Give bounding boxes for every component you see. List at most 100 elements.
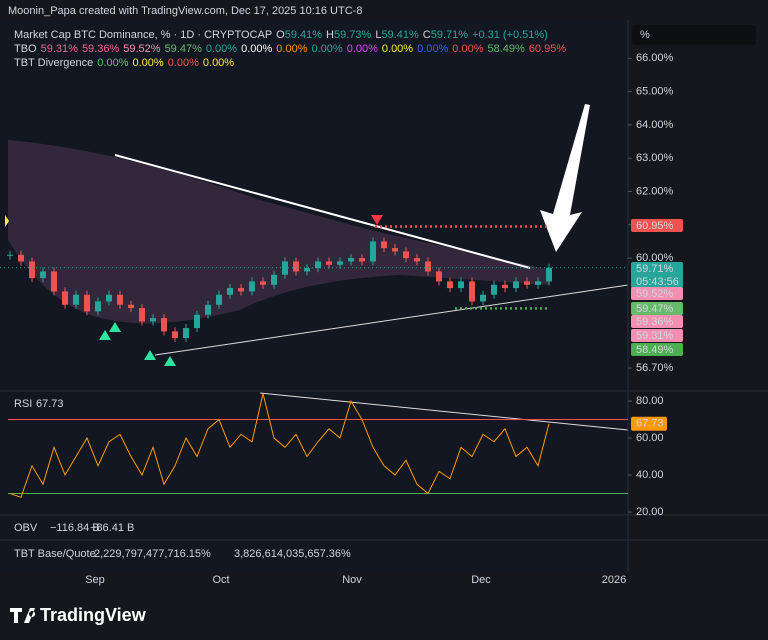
credit: Moonin_Papa created with TradingView.com… — [8, 5, 362, 17]
candle-body — [436, 271, 442, 282]
y-tick-label: 60.00 — [636, 432, 664, 444]
scale-button[interactable] — [632, 25, 756, 45]
scale-button-label[interactable]: % — [640, 29, 650, 41]
legend-item: 60.95% — [529, 43, 567, 55]
candle-body — [469, 281, 475, 302]
y-tick-label: 66.00% — [636, 52, 674, 64]
legend-item: 0.00% — [276, 43, 307, 55]
price-label-time: 05:43:56 — [636, 276, 679, 288]
candle-body — [524, 281, 530, 285]
legend-item: 59.73% — [334, 29, 372, 41]
y-tick-label: 63.00% — [636, 152, 674, 164]
candle-body — [172, 331, 178, 339]
legend-item: 59.36% — [82, 43, 120, 55]
candle-body — [161, 318, 167, 332]
legend-item: H — [326, 29, 334, 41]
legend-row: Market Cap BTC Dominance, % · 1D · CRYPT… — [14, 29, 548, 41]
rsi-value: 67.73 — [36, 398, 64, 410]
legend-item: 0.00% — [311, 43, 342, 55]
candle-body — [106, 294, 112, 302]
candle-body — [18, 254, 24, 262]
candle-body — [491, 284, 497, 295]
candle-body — [447, 281, 453, 289]
price-label-bg — [631, 329, 683, 342]
candle-body — [249, 281, 255, 292]
candle-body — [502, 284, 508, 289]
legend-item: 0.00% — [206, 43, 237, 55]
price-label: 60.95% — [636, 220, 674, 232]
candle-body — [414, 258, 420, 262]
trend-line — [154, 284, 629, 356]
trend-line — [114, 154, 531, 269]
candle-body — [271, 274, 277, 285]
base-quote-name: TBT Base/Quote — [14, 548, 96, 560]
candle-body — [216, 294, 222, 305]
price-label: 59.52% — [636, 288, 674, 300]
price-label: 59.31% — [636, 330, 674, 342]
legend-item: 0.00% — [203, 57, 234, 69]
legend-item: 0.00% — [132, 57, 163, 69]
legend-item: +0.31 (+0.51%) — [472, 29, 548, 41]
rsi-label-bg — [631, 416, 667, 431]
legend-item: 59.71% — [431, 29, 469, 41]
signal-down — [371, 215, 383, 225]
rsi-axis-label: 67.73 — [636, 418, 664, 430]
y-tick-label: 65.00% — [636, 86, 674, 98]
legend-item: 58.49% — [488, 43, 526, 55]
x-tick-label: Oct — [212, 574, 229, 586]
rsi-trend-line — [259, 392, 629, 431]
base-quote-value: 3,826,614,035,657.36% — [234, 548, 351, 560]
chart-area — [0, 20, 628, 572]
legend-item: 0.00% — [382, 43, 413, 55]
legend-row: TBT Divergence 0.00% 0.00% 0.00% 0.00% — [14, 57, 234, 69]
x-tick-label: Sep — [85, 574, 105, 586]
price-label-bg — [631, 343, 683, 356]
candle-body — [139, 308, 145, 322]
base-quote-value: 2,229,797,477,716.15% — [94, 548, 211, 560]
legend-item: TBT Divergence — [14, 57, 93, 69]
candle-body — [337, 261, 343, 265]
rsi-name: RSI — [14, 398, 32, 410]
brand-logo — [10, 608, 36, 623]
candle-body — [40, 271, 46, 279]
brand-name: TradingView — [40, 605, 147, 625]
candle-body — [194, 314, 200, 329]
legend-row: TBO 59.31% 59.36% 59.52% 59.47% 0.00% 0.00% 0.0… — [14, 43, 566, 55]
legend-item: Market Cap BTC Dominance, % · 1D · CRYPT… — [14, 29, 272, 41]
legend-item: 0.00% — [452, 43, 483, 55]
x-tick-label: 2026 — [602, 574, 626, 586]
candle-body — [381, 241, 387, 249]
price-label: 59.47% — [636, 303, 674, 315]
candle-body — [480, 294, 486, 302]
price-label: 59.71% — [636, 263, 674, 275]
obv-value: −116.84 B — [50, 522, 100, 534]
legend-item: TBO — [14, 43, 37, 55]
candle-body — [205, 304, 211, 315]
candle-body — [29, 261, 35, 279]
price-label: 58.49% — [636, 344, 674, 356]
candle-body — [326, 261, 332, 265]
legend-item: 0.00% — [241, 43, 272, 55]
legend-item: 59.41% — [381, 29, 419, 41]
candle-body — [62, 291, 68, 305]
candle-body — [51, 271, 57, 292]
candle-body — [348, 258, 354, 262]
candle-body — [117, 294, 123, 305]
legend-item: L — [375, 29, 381, 41]
y-tick-label: 20.00 — [636, 506, 664, 518]
cloud — [8, 140, 550, 324]
candle-body — [304, 268, 310, 272]
candle-body — [84, 294, 90, 312]
y-tick-label: 62.00% — [636, 185, 674, 197]
price-label-bg — [631, 287, 683, 300]
candle-body — [150, 318, 156, 322]
candle-body — [513, 281, 519, 289]
price-label-bg — [631, 262, 683, 288]
candle-body — [546, 267, 552, 282]
obv-value: −86.41 B — [90, 522, 134, 534]
legend-item: O — [276, 29, 285, 41]
candle-body — [95, 301, 101, 312]
y-tick-label: 64.00% — [636, 119, 674, 131]
legend-item: 0.00% — [347, 43, 378, 55]
